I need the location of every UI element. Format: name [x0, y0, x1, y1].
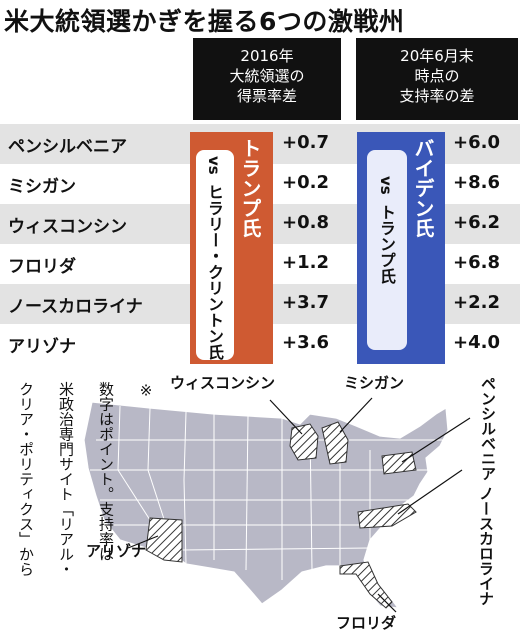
vs-label: vs	[377, 176, 395, 195]
leader-line	[377, 593, 397, 613]
candidate-biden: バイデン氏	[411, 138, 435, 238]
state-name: アリゾナ	[8, 337, 76, 357]
opponent-box	[196, 150, 234, 360]
opponent-clinton: ヒラリー・クリントン氏	[205, 184, 224, 360]
table-row: フロリダ +1.2 +6.8	[0, 244, 520, 284]
state-name: ノースカロライナ	[8, 297, 143, 317]
leader-line	[401, 417, 471, 463]
source-note: ※ 数字はポイント。支持率は 米政治専門サイト「リアル・ クリア・ポリティクス」…	[16, 372, 176, 577]
state-name: ウィスコンシン	[8, 217, 127, 237]
leader-line	[397, 469, 463, 515]
value-2016: +3.7	[282, 292, 329, 313]
header-2016-line: 得票率差	[236, 87, 297, 105]
chart-title: 米大統領選かぎを握る6つの激戦州	[4, 7, 405, 36]
map-label-wisconsin: ウィスコンシン	[170, 374, 276, 392]
state-michigan	[321, 421, 349, 465]
note-line: 米政治専門サイト「リアル・	[57, 381, 75, 577]
header-2016-line: 大統領選の	[229, 67, 305, 85]
value-2020: +4.0	[453, 332, 500, 353]
candidate-trump: トランプ氏	[238, 138, 262, 238]
value-2016: +3.6	[282, 332, 329, 353]
value-2020: +8.6	[453, 172, 500, 193]
state-borders	[90, 405, 446, 580]
note-line: 数字はポイント。支持率は	[97, 381, 115, 562]
map-label-pennsylvania: ペンシルベニア	[479, 376, 497, 481]
state-border	[183, 411, 187, 565]
state-north-carolina	[357, 503, 417, 529]
value-2016: +0.8	[282, 212, 329, 233]
header-2016-line: 2016年	[240, 47, 294, 65]
state-name: ペンシルベニア	[8, 137, 127, 157]
map-label-arizona: アリゾナ	[86, 542, 147, 560]
note-line: クリア・ポリティクス」から	[17, 381, 35, 577]
header-2020: 20年6月末 時点の 支持率の差	[356, 38, 518, 120]
table-row: アリゾナ +3.6 +4.0	[0, 324, 520, 364]
leader-lines	[127, 397, 471, 613]
map-label-north-carolina: ノースカロライナ	[477, 486, 495, 606]
vs-label: vs	[205, 156, 223, 175]
value-2020: +6.8	[453, 252, 500, 273]
header-2016: 2016年 大統領選の 得票率差	[193, 38, 341, 120]
map-label-florida: フロリダ	[336, 614, 397, 632]
header-2020-line: 20年6月末	[400, 47, 474, 65]
state-florida	[339, 561, 393, 609]
state-name: ミシガン	[8, 177, 76, 197]
table-row: ミシガン +0.2 +8.6	[0, 164, 520, 204]
vs-text: vs	[205, 156, 223, 175]
note-line: ※	[137, 381, 155, 400]
state-name: フロリダ	[8, 257, 76, 277]
state-arizona	[145, 517, 183, 563]
header-2020-line: 支持率の差	[399, 87, 475, 105]
value-2020: +6.2	[453, 212, 500, 233]
state-border	[245, 415, 249, 571]
matchup-2020-band: バイデン氏 vs トランプ氏	[357, 132, 445, 364]
opponent-trump: トランプ氏	[377, 204, 396, 284]
state-wisconsin	[289, 423, 319, 461]
value-2020: +6.0	[453, 132, 500, 153]
header-2020-line: 時点の	[414, 67, 460, 85]
leader-line	[269, 399, 303, 435]
value-2020: +2.2	[453, 292, 500, 313]
value-2016: +0.2	[282, 172, 329, 193]
leader-line	[127, 535, 159, 549]
map-label-michigan: ミシガン	[344, 374, 405, 392]
value-2016: +1.2	[282, 252, 329, 273]
vs-text: vs	[377, 176, 395, 195]
state-border	[179, 547, 371, 551]
opponent-box	[367, 150, 407, 350]
state-pennsylvania	[381, 451, 417, 475]
leader-line	[339, 397, 373, 433]
value-2016: +0.7	[282, 132, 329, 153]
matchup-2016-band: トランプ氏 vs ヒラリー・クリントン氏	[190, 132, 273, 364]
